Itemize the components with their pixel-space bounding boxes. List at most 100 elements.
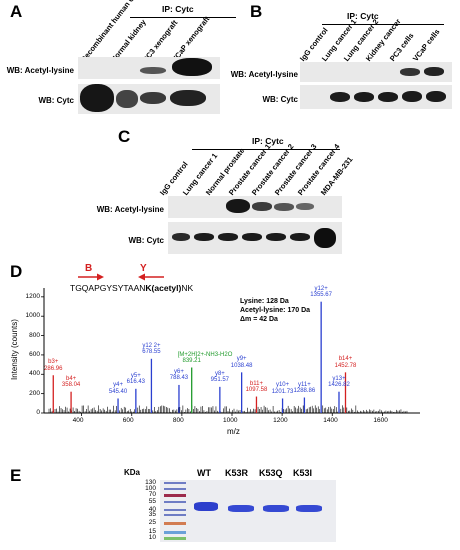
peak-mz-label: 1201.73 <box>271 388 294 395</box>
panel-b-ip-line <box>322 24 444 25</box>
peak-mz-label: 1452.78 <box>334 362 357 369</box>
gel-band <box>228 505 254 512</box>
peak-ion-label: b3+ <box>48 359 59 366</box>
mass-note: Lysine: 128 Da Acetyl-lysine: 170 Da Δm … <box>240 297 310 324</box>
peak-ion-label: y8+ <box>214 370 225 377</box>
peak-mz-label: 358.04 <box>61 382 81 388</box>
peak-label: b4+ 358.04 <box>57 376 85 389</box>
peak-label: y5+ 616.43 <box>122 373 150 386</box>
peak-label: b3+ 286.96 <box>39 359 67 372</box>
x-tick-label: 1400 <box>323 417 338 424</box>
marker-label: 10 <box>148 534 156 541</box>
x-tick-label: 800 <box>172 417 184 424</box>
peak-ion-label: y6+ <box>174 368 184 375</box>
panel-c-row-label: WB: Cytc <box>128 236 164 245</box>
panel-a-label: A <box>10 2 23 21</box>
panel-c-label: C <box>118 127 131 146</box>
peak-label: y8+ 951.57 <box>206 371 234 384</box>
y-tick-label: 400 <box>29 370 40 378</box>
panel-d-label: D <box>10 262 23 281</box>
peak-ion-label: y5+ <box>130 372 141 379</box>
peak-mz-label: 839.21 <box>182 357 201 364</box>
peak-mz-label: 1038.48 <box>230 362 253 369</box>
panel-a-ip-line <box>130 17 236 18</box>
peak-ion-label: y11+ <box>298 381 311 388</box>
panel-a-blot-acetyl <box>78 57 220 79</box>
peak-label: y12+ 1355.67 <box>307 286 335 299</box>
y-tick-label: 800 <box>29 331 40 339</box>
peak-label: y12 2+ 678.55 <box>137 343 165 356</box>
y-tick-label: 1200 <box>25 292 40 300</box>
panel-b-lane-label: VCaP cells <box>410 27 442 63</box>
peak-mz-label: 1426.82 <box>328 382 350 388</box>
panel-b-blot-acetyl <box>300 62 452 82</box>
marker-label: 25 <box>148 519 156 526</box>
peak-ion-label: y12 2+ <box>142 342 161 349</box>
peak-mz-label: 1288.86 <box>293 387 316 394</box>
mass-note-acetyl: Acetyl-lysine: 170 Da <box>240 307 311 315</box>
peak-mz-label: 1097.58 <box>245 386 268 393</box>
peak-mz-label: 788.43 <box>169 375 189 382</box>
y-tick-label: 0 <box>36 409 40 416</box>
x-tick-label: 1000 <box>223 417 238 424</box>
peptide-y-label: Y <box>140 263 147 274</box>
peak-ion-label: y13+ <box>332 375 346 382</box>
peptide-b-label: B <box>85 263 93 274</box>
peptide-prefix: TGQAPGYSYTAAN <box>70 283 146 293</box>
peak-mz-label: 286.96 <box>44 365 63 372</box>
panel-c-ip-line <box>192 149 340 150</box>
panel-b-label: B <box>250 2 263 21</box>
marker-label: 15 <box>148 528 156 535</box>
panel-a-ip-title: IP: Cytc <box>162 4 194 14</box>
panel-e-label: E <box>10 466 22 485</box>
peak-label: [M+2H]2+-NH3-H2O 839.21 <box>177 351 233 365</box>
y-tick-label: 600 <box>29 350 40 358</box>
panel-b-ip-title: IP: Cytc <box>347 11 379 21</box>
peak-label: b14+ 1452.78 <box>331 356 359 369</box>
x-axis-title: m/z <box>227 427 240 436</box>
gel-lane-label: K53R <box>225 468 249 478</box>
gel-image <box>160 480 336 542</box>
x-tick-label: 600 <box>122 417 134 424</box>
marker-label: 35 <box>148 511 156 518</box>
gel-band <box>263 505 289 512</box>
y-tick-label: 1000 <box>25 312 40 320</box>
panel-b-row-label: WB: Acetyl-lysine <box>230 70 298 79</box>
gel-lane-label: WT <box>197 468 211 478</box>
peptide-suffix: NK <box>181 283 194 293</box>
panel-c-ip-title: IP: Cytc <box>252 136 284 146</box>
peak-mz-label: 1355.67 <box>310 291 332 298</box>
peak-mz-label: 545.40 <box>108 388 128 395</box>
peak-ion-label: y9+ <box>236 356 247 363</box>
marker-label: 100 <box>145 485 156 492</box>
x-tick-label: 1600 <box>373 417 388 424</box>
peak-ion-label: y4+ <box>113 382 123 389</box>
panel-b-row-label: WB: Cytc <box>262 95 298 104</box>
peak-label: y10+ 1201.73 <box>269 382 297 395</box>
panel-c-row-label: WB: Acetyl-lysine <box>96 205 164 214</box>
peak-label: y11+ 1288.86 <box>290 382 318 395</box>
peak-label: y13+ 1426.82 <box>325 376 353 389</box>
panel-a-row-label: WB: Acetyl-lysine <box>6 66 74 75</box>
peak-ion-label: b11+ <box>249 380 263 387</box>
peak-label: y6+ 788.43 <box>165 369 193 382</box>
ladder <box>164 480 186 542</box>
peak-mz-label: 616.43 <box>126 379 146 386</box>
panel-b-blot-cytc <box>300 85 452 109</box>
fragment-arrows <box>78 273 164 281</box>
panel-a-blot-cytc <box>78 84 220 114</box>
panel-c-blot-acetyl <box>168 196 342 218</box>
peak-ion-label: y12+ <box>314 285 328 292</box>
gel-band <box>296 505 322 512</box>
panel-c-blot-cytc <box>168 222 342 254</box>
spectrum-label-layer: 1200 1000 800 600 400 200 0 400 600 800 1000 1200 14… <box>0 280 460 440</box>
peak-label: y9+ 1038.48 <box>228 356 256 369</box>
marker-label: 40 <box>148 506 156 513</box>
peak-ion-label: [M+2H]2+-NH3-H2O <box>177 351 233 358</box>
x-tick-label: 1200 <box>273 417 288 424</box>
x-tick-label: 400 <box>72 417 84 424</box>
marker-label: 70 <box>148 491 156 498</box>
peak-ion-label: b4+ <box>65 375 77 382</box>
peptide-modified-residue: K(acetyl) <box>145 283 182 293</box>
peak-label: y4+ 545.40 <box>104 382 132 395</box>
